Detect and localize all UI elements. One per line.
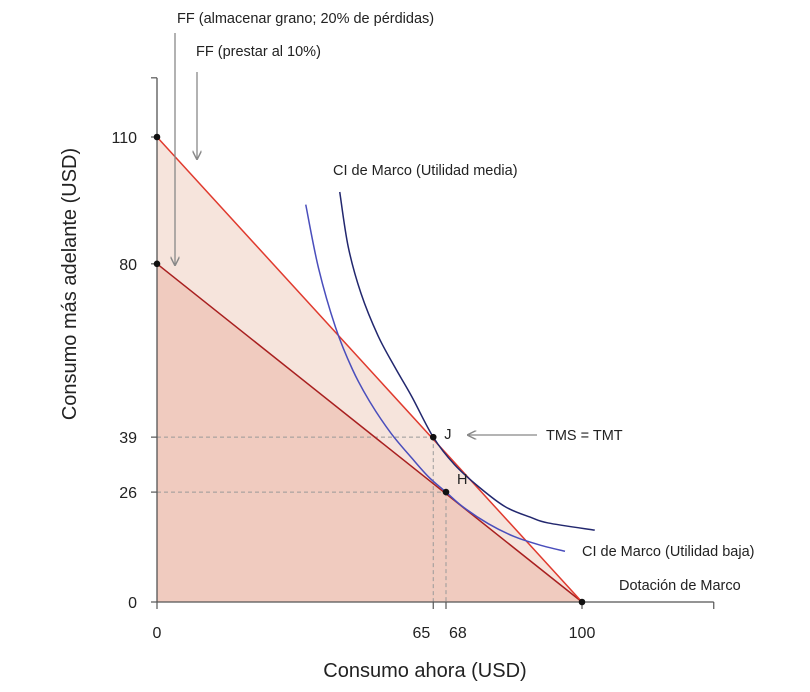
data-points: JH (153, 133, 586, 606)
series-line-lend (156, 136, 583, 603)
point-marker (442, 488, 450, 496)
point-marker (429, 433, 437, 441)
annotation-ff-store: FF (almacenar grano; 20% de pérdidas) (177, 11, 434, 27)
x-tick-label: 68 (449, 625, 467, 642)
x-tick-label: 65 (412, 625, 430, 642)
x-tick-label: 100 (569, 625, 596, 642)
y-axis-title: Consumo más adelante (USD) (59, 148, 81, 420)
guide-lines (157, 436, 447, 602)
series-line-ic-low (305, 204, 566, 553)
x-axis-title: Consumo ahora (USD) (323, 660, 526, 682)
annotation-ic-mid: CI de Marco (Utilidad media) (333, 163, 518, 179)
series-line-store (156, 263, 583, 603)
point-label-J: J (444, 427, 451, 443)
point-label-H: H (457, 472, 467, 488)
point-marker (153, 133, 161, 141)
y-axis-ticks: 0 26 39 80 110 (111, 77, 157, 612)
y-tick-label: 0 (128, 595, 137, 612)
y-tick-label: 39 (119, 430, 137, 447)
x-tick-label: 0 (153, 625, 162, 642)
annotation-ff-lend: FF (prestar al 10%) (196, 44, 321, 60)
y-tick-label: 110 (111, 130, 137, 147)
annotation-tms: TMS = TMT (546, 428, 623, 444)
point-marker (578, 598, 586, 606)
y-tick-label: 80 (119, 257, 137, 274)
point-marker (153, 260, 161, 268)
annotation-endowment: Dotación de Marco (619, 578, 741, 594)
y-tick-label: 26 (119, 485, 137, 502)
x-axis-ticks: 0 65 68 100 (153, 602, 715, 642)
annotation-ic-low: CI de Marco (Utilidad baja) (582, 544, 754, 560)
